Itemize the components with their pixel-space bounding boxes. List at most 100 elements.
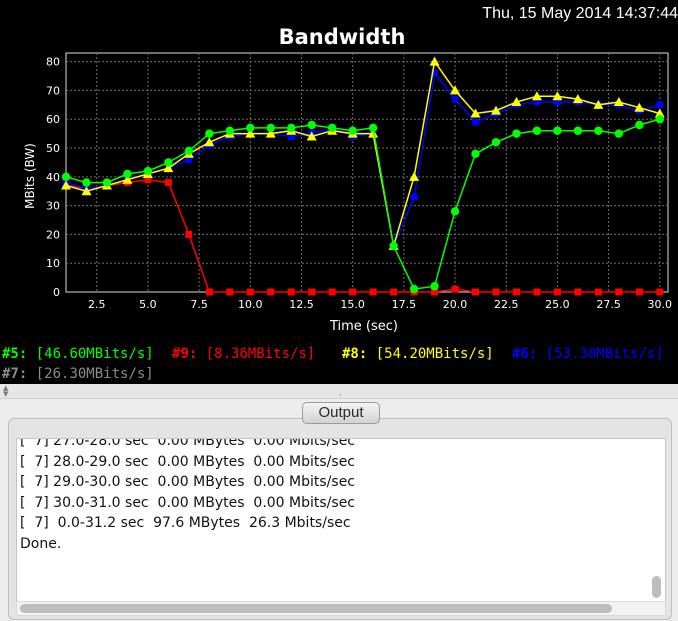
series-5-point [143, 166, 153, 176]
series-9-point [185, 230, 193, 238]
series-5-point [246, 123, 255, 133]
y-axis-label: MBits (BW) [23, 143, 37, 209]
series-5-point [409, 284, 419, 294]
series-8-point [593, 99, 604, 109]
series-9-point [164, 179, 172, 187]
series-8-point [491, 105, 501, 115]
series-9-point [144, 176, 152, 184]
y-tick-label: 0 [53, 286, 60, 299]
drag-grip-icon[interactable]: ⸝ [338, 389, 343, 399]
y-tick-label: 60 [46, 113, 60, 126]
legend-label: #6: [512, 346, 538, 362]
legend-value: [8.36MBits/s] [197, 346, 316, 362]
series-5-point [471, 149, 480, 158]
series-9-point [369, 288, 377, 296]
series-6-point [472, 118, 480, 126]
log-line: [ 7] 29.0-30.0 sec 0.00 MBytes 0.00 Mbit… [20, 474, 356, 491]
series-5-point [553, 126, 562, 135]
y-tick-label: 10 [46, 257, 60, 270]
series-5-point [512, 129, 521, 138]
series-5-point [266, 123, 275, 133]
series-5-point [327, 123, 337, 133]
series-8-point [470, 108, 481, 118]
series-5-point [82, 178, 91, 187]
series-8-point [409, 171, 420, 181]
series-5 [61, 115, 665, 294]
series-6-point [185, 156, 193, 164]
x-tick-label: 2.5 [88, 298, 106, 311]
series-9-point [431, 288, 439, 296]
log-line: [ 7] 0.0-31.2 sec 97.6 MBytes 26.3 Mbits… [20, 515, 351, 532]
legend-item-7: #7: [26.30MBits/s] [2, 366, 154, 382]
series-9-point [451, 285, 459, 293]
series-9-point [267, 288, 275, 296]
legend-value: [26.30MBits/s] [27, 366, 154, 382]
series-9-point [226, 288, 234, 296]
series-5-point [491, 138, 501, 147]
legend-value: [46.60MBits/s] [27, 346, 154, 362]
y-tick-label: 40 [46, 171, 60, 184]
series-9-point [472, 288, 480, 296]
series-8-point [122, 174, 133, 184]
series-9-point [615, 288, 623, 296]
series-8-point [654, 108, 665, 118]
output-tab[interactable]: Output [302, 402, 380, 424]
series-8-point [368, 128, 379, 138]
log-line: [ 7] 30.0-31.0 sec 0.00 MBytes 0.00 Mbit… [20, 494, 356, 511]
legend-label: #5: [2, 346, 28, 362]
x-tick-label: 10.0 [238, 298, 263, 311]
series-6-point [656, 101, 664, 109]
series-8-point [265, 128, 276, 138]
x-axis-label: Time (sec) [329, 319, 398, 334]
x-tick-label: 30.0 [648, 298, 673, 311]
series-6-point [410, 193, 418, 201]
vertical-scrollbar-thumb[interactable] [652, 576, 661, 598]
series-9-point [635, 288, 643, 296]
legend-value: [53.30MBits/s] [537, 346, 664, 362]
legend-label: #9: [172, 346, 198, 362]
series-5-point [430, 282, 439, 291]
split-pane-divider[interactable]: ▲ ▼ ⸝ [0, 384, 678, 399]
series-9-point [533, 288, 541, 296]
series-5-point [450, 207, 460, 216]
series-8-point [450, 85, 461, 95]
series-5-point [655, 115, 665, 124]
series-9-point [308, 288, 316, 296]
series-5-point [573, 126, 583, 135]
y-tick-label: 70 [46, 84, 60, 97]
series-8-point [204, 137, 215, 147]
series-5-point [368, 123, 378, 133]
legend-label: #7: [2, 366, 28, 382]
collapse-down-icon[interactable]: ▼ [3, 390, 9, 398]
legend-item-5: #5: [46.60MBits/s] [2, 346, 154, 362]
series-8-point [552, 91, 563, 101]
y-tick-label: 20 [46, 228, 60, 241]
series-9-point [553, 288, 561, 296]
horizontal-scrollbar-thumb[interactable] [20, 604, 612, 613]
series-8-line [65, 59, 661, 247]
series-5-point [205, 129, 214, 138]
series-5-point [532, 126, 542, 135]
series-9-point [512, 288, 520, 296]
series-9-point [492, 288, 500, 296]
series-8-point [306, 131, 317, 141]
series-9-point [328, 288, 336, 296]
series-5-point [225, 126, 235, 135]
series-9-point [246, 288, 254, 296]
series-8-point [429, 56, 440, 66]
series-6-point [287, 133, 295, 141]
x-tick-label: 17.5 [392, 298, 417, 311]
collapse-up-icon[interactable]: ▲ [3, 384, 9, 392]
series-9-point [594, 288, 602, 296]
series-8-point [61, 180, 71, 190]
series-5-point [123, 169, 132, 179]
log-line: [ 7] 28.0-29.0 sec 0.00 MBytes 0.00 Mbit… [20, 453, 356, 470]
series-8-point [163, 163, 174, 173]
legend-item-8: #8: [54.20MBits/s] [342, 346, 494, 362]
output-log[interactable]: [ 7] 27.0-28.0 sec 0.00 MBytes 0.00 Mbit… [16, 438, 666, 602]
series-5-point [389, 241, 398, 251]
series-5-point [348, 126, 357, 135]
bandwidth-graph-panel: Thu, 15 May 2014 14:37:44 Bandwidth MBit… [0, 0, 678, 384]
series-8-point [613, 96, 624, 106]
series-9-point [656, 288, 664, 296]
